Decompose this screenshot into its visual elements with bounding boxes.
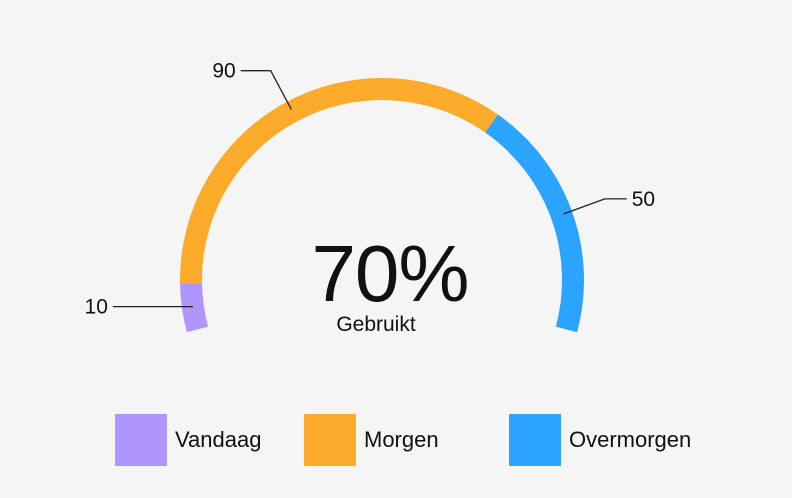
legend-swatch-overmorgen — [509, 414, 561, 466]
legend-label-overmorgen: Overmorgen — [569, 427, 692, 452]
data-label-morgen: 90 — [212, 60, 235, 83]
legend-swatch-morgen — [304, 414, 356, 466]
gauge-segment-overmorgen — [485, 114, 584, 333]
leader-line-overmorgen — [563, 198, 627, 215]
leader-line-morgen — [240, 70, 292, 110]
legend-label-vandaag: Vandaag — [175, 427, 262, 452]
gauge-data-labels: 10 90 50 — [85, 60, 656, 319]
data-label-overmorgen: 50 — [632, 188, 655, 211]
legend-swatch-vandaag — [115, 414, 167, 466]
legend-item-vandaag: Vandaag — [115, 414, 261, 466]
data-label-vandaag: 10 — [85, 296, 108, 319]
legend-item-overmorgen: Overmorgen — [509, 414, 691, 466]
center-value: 70% — [311, 229, 469, 318]
legend-label-morgen: Morgen — [364, 427, 439, 452]
center-label: Gebruikt — [336, 313, 416, 336]
gauge-segment-morgen — [180, 78, 498, 284]
legend-item-morgen: Morgen — [304, 414, 439, 466]
